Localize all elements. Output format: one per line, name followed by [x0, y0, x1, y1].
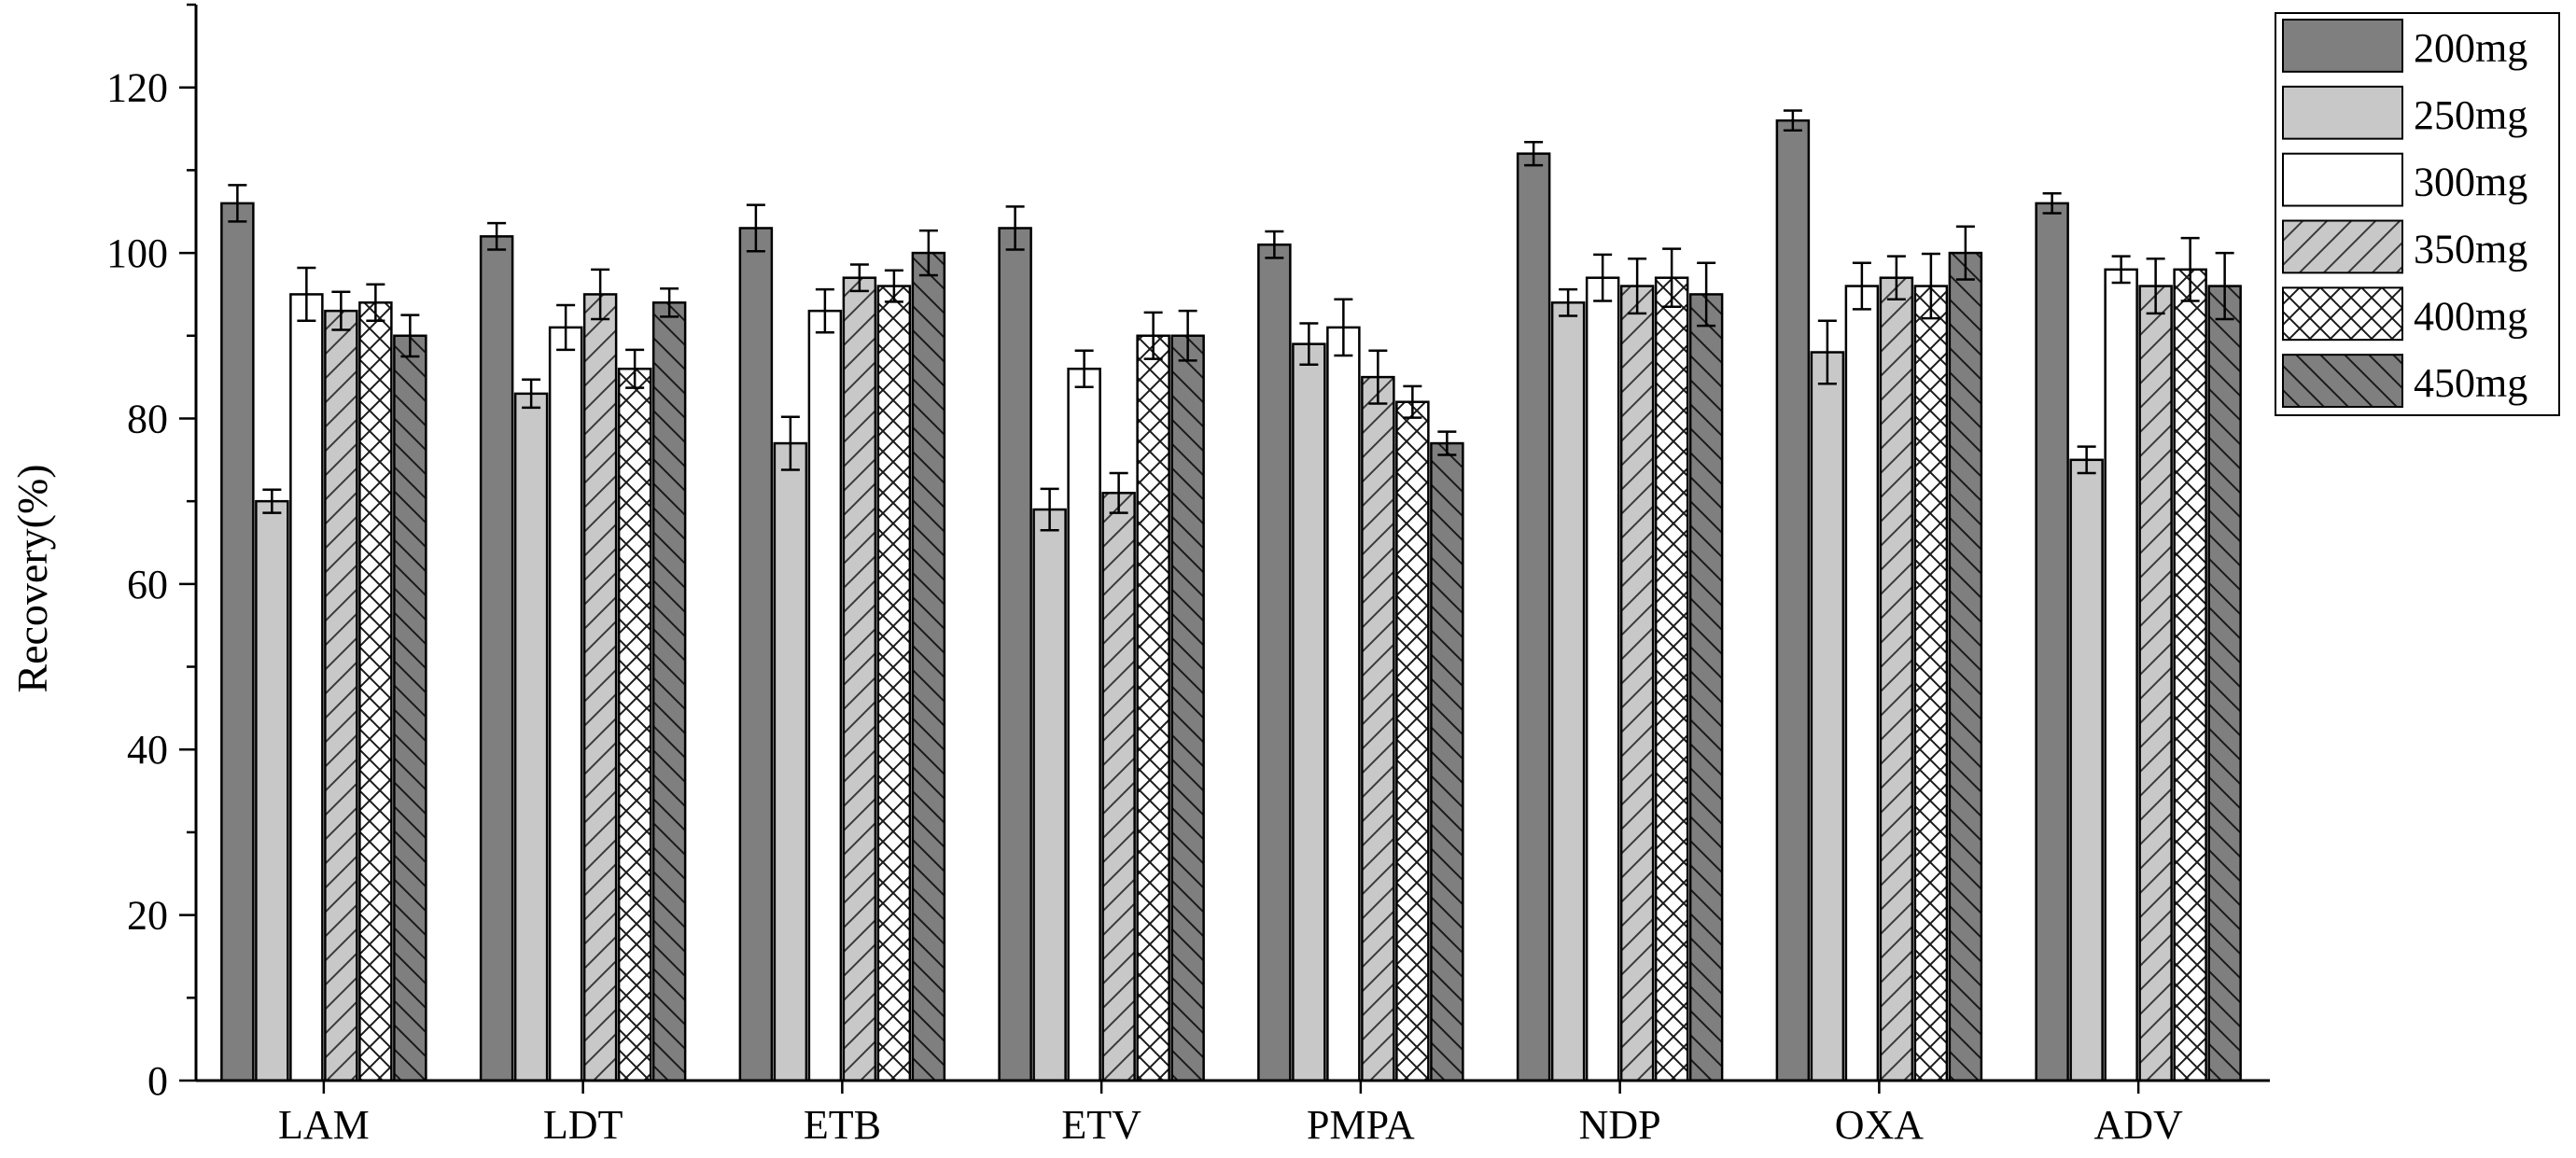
legend-label-400mg: 400mg: [2414, 293, 2527, 339]
y-axis-label: Recovery(%): [8, 464, 56, 692]
bar-200mg-LAM: [220, 202, 255, 1082]
bar-200mg-ETV: [998, 227, 1032, 1082]
bar-350mg-NDP: [1619, 285, 1655, 1082]
legend-label-200mg: 200mg: [2414, 25, 2527, 71]
x-tick-label-LDT: LDT: [543, 1102, 623, 1148]
legend-label-350mg: 350mg: [2414, 226, 2527, 272]
bar-250mg-LAM: [255, 499, 289, 1082]
bar-400mg-OXA: [1913, 285, 1949, 1082]
x-tick-label-LAM: LAM: [278, 1102, 370, 1148]
bar-350mg-ADV: [2138, 285, 2173, 1082]
bar-250mg-PMPA: [1292, 342, 1326, 1082]
legend-swatch-300mg: [2282, 152, 2403, 207]
bar-450mg-LDT: [651, 301, 687, 1082]
plot-area: [220, 109, 2242, 1082]
bar-400mg-PMPA: [1395, 400, 1430, 1082]
bar-200mg-NDP: [1516, 152, 1551, 1082]
bar-300mg-LAM: [289, 293, 324, 1082]
bar-200mg-ADV: [2035, 202, 2069, 1082]
bar-300mg-PMPA: [1326, 326, 1361, 1082]
y-tick-label-100: 100: [106, 230, 168, 276]
bar-450mg-ETV: [1170, 334, 1205, 1082]
y-tick-label-60: 60: [127, 562, 168, 607]
bar-250mg-NDP: [1550, 301, 1586, 1082]
bar-250mg-ETB: [773, 441, 808, 1082]
bar-350mg-LAM: [324, 309, 358, 1082]
legend-box: [2275, 12, 2560, 416]
legend-label-250mg: 250mg: [2414, 92, 2527, 138]
bar-400mg-ADV: [2173, 268, 2207, 1082]
bar-400mg-ETB: [876, 285, 912, 1082]
x-tick-label-NDP: NDP: [1579, 1102, 1661, 1148]
x-tick-label-ADV: ADV: [2093, 1102, 2183, 1148]
bar-300mg-ETV: [1067, 367, 1101, 1082]
legend: 200mg 250mg 300mg 350mg 400mg 450mg: [2275, 12, 2560, 416]
bar-300mg-OXA: [1844, 285, 1880, 1082]
bar-300mg-NDP: [1585, 276, 1620, 1082]
x-tick-label-ETB: ETB: [804, 1102, 881, 1148]
bar-200mg-ETB: [738, 227, 774, 1082]
bar-450mg-LAM: [393, 334, 427, 1082]
bar-200mg-LDT: [479, 235, 514, 1082]
bar-450mg-OXA: [1948, 251, 1983, 1082]
bar-200mg-PMPA: [1257, 243, 1292, 1082]
bar-350mg-PMPA: [1361, 375, 1395, 1082]
bar-250mg-LDT: [513, 392, 549, 1082]
bar-400mg-NDP: [1654, 276, 1689, 1082]
bar-450mg-NDP: [1688, 293, 1724, 1082]
legend-swatch-400mg: [2282, 286, 2403, 342]
bar-400mg-LDT: [617, 367, 652, 1082]
bar-250mg-ETV: [1032, 508, 1067, 1082]
bar-350mg-OXA: [1879, 276, 1914, 1082]
legend-label-300mg: 300mg: [2414, 160, 2527, 205]
bar-400mg-ETV: [1136, 334, 1170, 1082]
bar-450mg-ETB: [911, 251, 946, 1082]
bar-250mg-ADV: [2069, 458, 2104, 1082]
bar-300mg-ETB: [807, 309, 843, 1082]
x-tick-label-ETV: ETV: [1061, 1102, 1141, 1148]
legend-swatch-200mg: [2282, 19, 2403, 73]
legend-swatch-350mg: [2282, 219, 2403, 274]
y-tick-label-20: 20: [127, 893, 168, 939]
bar-400mg-LAM: [358, 301, 393, 1082]
bar-200mg-OXA: [1775, 119, 1811, 1082]
bar-450mg-PMPA: [1430, 441, 1464, 1082]
y-tick-label-80: 80: [127, 396, 168, 441]
bar-350mg-LDT: [582, 293, 618, 1082]
bar-300mg-ADV: [2104, 268, 2138, 1082]
bar-450mg-ADV: [2207, 285, 2242, 1082]
bar-350mg-ETV: [1101, 492, 1136, 1082]
x-tick-label-OXA: OXA: [1835, 1102, 1925, 1148]
legend-swatch-250mg: [2282, 85, 2403, 140]
legend-label-450mg: 450mg: [2414, 360, 2527, 406]
bar-250mg-OXA: [1810, 351, 1845, 1082]
y-tick-label-120: 120: [106, 65, 168, 111]
y-tick-label-0: 0: [147, 1058, 168, 1104]
bar-350mg-ETB: [842, 276, 877, 1082]
x-tick-label-PMPA: PMPA: [1307, 1102, 1415, 1148]
legend-swatch-450mg: [2282, 354, 2403, 408]
bar-300mg-LDT: [548, 326, 583, 1082]
axes: LAM LDT ETB ETV PMPA NDP OXA ADV 0 20 40 60 80 100 120: [106, 3, 2270, 1148]
y-tick-label-40: 40: [127, 727, 168, 773]
